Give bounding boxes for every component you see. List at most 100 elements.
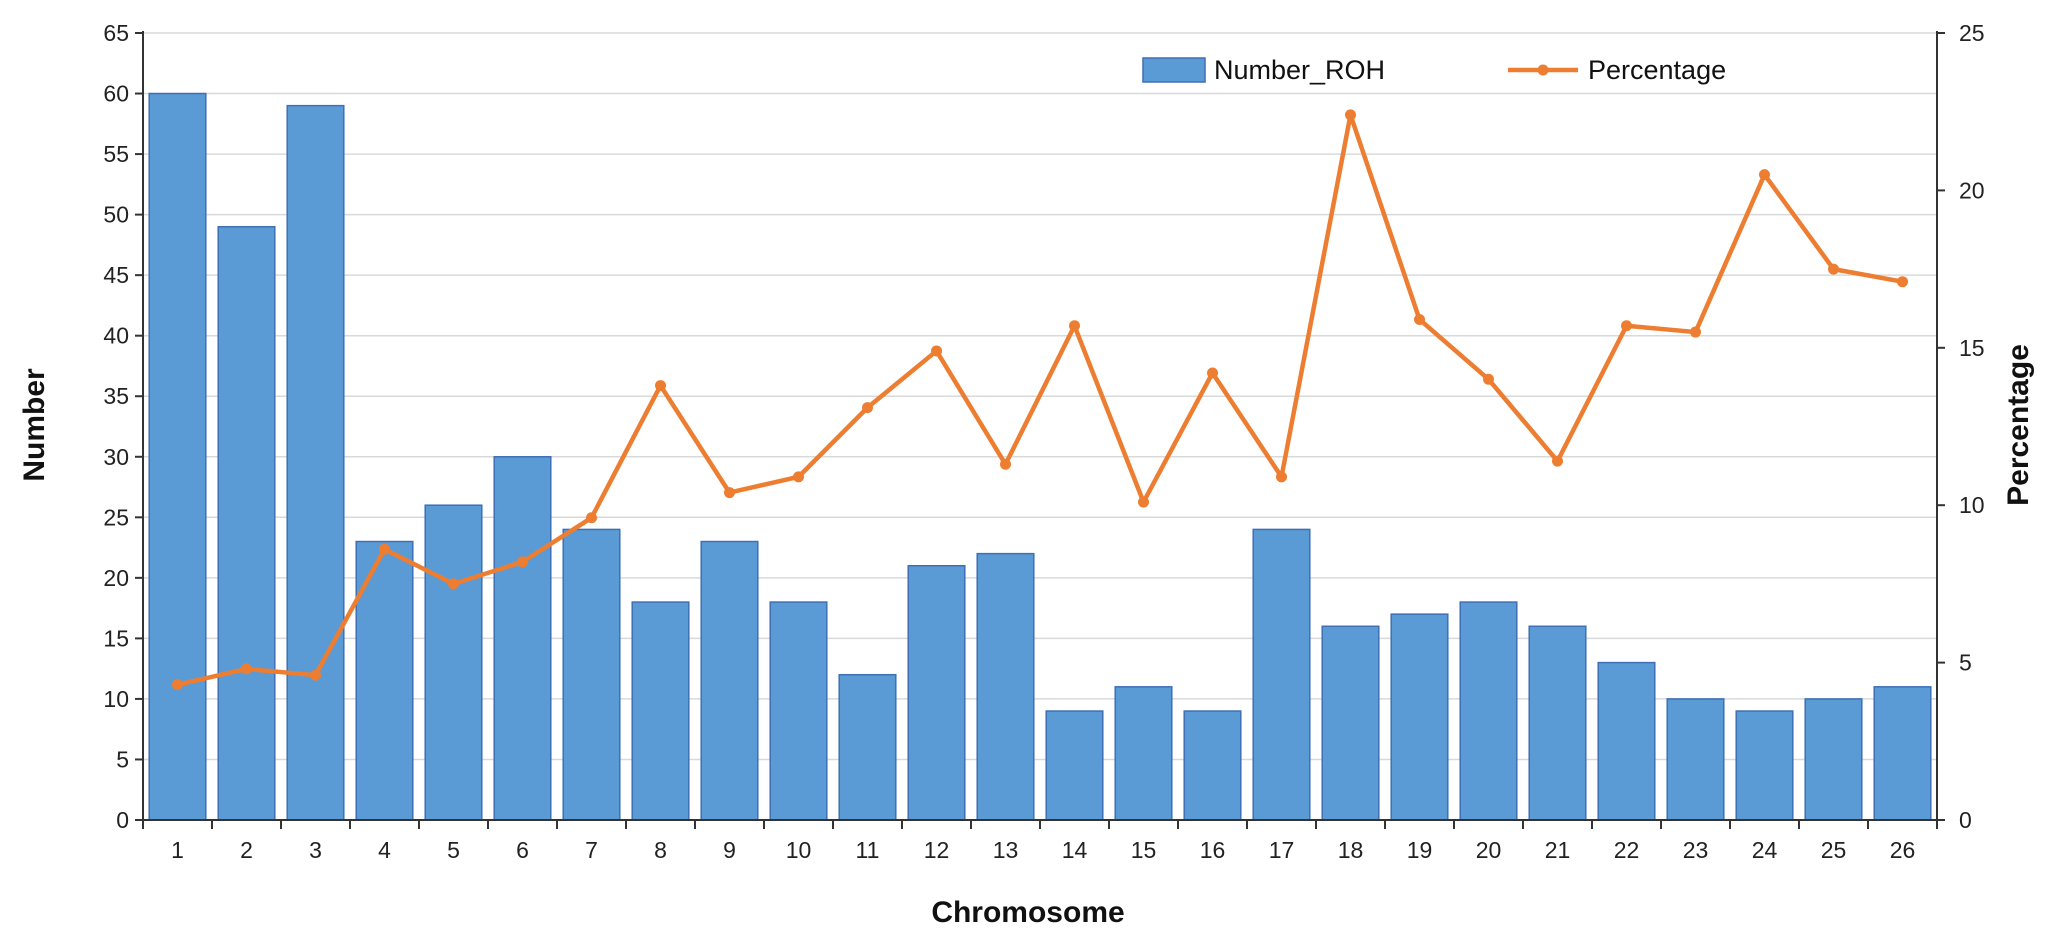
line-point	[1138, 496, 1149, 508]
x-tick-label: 24	[1752, 837, 1778, 863]
y2-tick-label: 5	[1959, 650, 1972, 676]
legend-swatch-marker	[1537, 64, 1549, 76]
line-point	[724, 487, 735, 499]
line-point	[586, 512, 597, 524]
bar	[1321, 625, 1380, 821]
y-tick-label: 40	[103, 323, 129, 349]
legend: Number_ROH Percentage	[1142, 55, 1726, 85]
y2-tick-label: 25	[1959, 20, 1985, 46]
x-tick-label: 19	[1407, 837, 1433, 863]
y-tick-label: 15	[103, 625, 129, 651]
y2-tick-label: 10	[1959, 492, 1985, 518]
y2-tick-label: 20	[1959, 177, 1985, 203]
x-tick-label: 3	[309, 837, 322, 863]
line-point	[655, 380, 666, 392]
y-tick-label: 35	[103, 383, 129, 409]
line-point	[172, 679, 183, 691]
line-point	[1276, 471, 1287, 483]
x-tick-label: 7	[585, 837, 598, 863]
bar	[1735, 710, 1794, 821]
x-tick-label: 22	[1614, 837, 1640, 863]
bar	[907, 564, 966, 821]
y-tick-label: 0	[116, 807, 129, 833]
line-point	[241, 663, 252, 675]
y-tick-label: 55	[103, 141, 129, 167]
bar	[493, 456, 552, 821]
y2-axis-title: Percentage	[2002, 344, 2035, 506]
x-tick-label: 18	[1338, 837, 1364, 863]
x-tick-label: 12	[924, 837, 950, 863]
y-tick-label: 25	[103, 504, 129, 530]
y-tick-label: 50	[103, 202, 129, 228]
x-tick-label: 6	[516, 837, 529, 863]
line-point	[1414, 313, 1425, 325]
line-point	[1069, 320, 1080, 332]
bar	[1183, 710, 1242, 821]
line-point	[1690, 326, 1701, 338]
bar	[562, 528, 621, 821]
x-tick-label: 11	[856, 837, 880, 863]
bar	[1597, 661, 1656, 821]
line-point	[1621, 320, 1632, 332]
bar	[1528, 625, 1587, 821]
x-tick-label: 25	[1821, 837, 1847, 863]
x-tick-label: 20	[1476, 837, 1502, 863]
x-tick-label: 10	[786, 837, 812, 863]
line-point	[1345, 109, 1356, 121]
bar	[1873, 686, 1932, 821]
x-tick-label: 23	[1683, 837, 1709, 863]
x-tick-label: 21	[1545, 837, 1571, 863]
line-point	[862, 402, 873, 414]
y-tick-label: 20	[103, 565, 129, 591]
legend-swatch-bar	[1142, 57, 1206, 83]
bar	[1390, 613, 1449, 821]
bar	[1045, 710, 1104, 821]
bar	[700, 540, 759, 821]
x-tick-label: 4	[378, 837, 391, 863]
x-axis-title: Chromosome	[931, 896, 1124, 929]
bar	[286, 104, 345, 821]
y-tick-label: 65	[103, 20, 129, 46]
percentage-line	[176, 112, 1903, 687]
y-tick-label: 45	[103, 262, 129, 288]
bar	[631, 601, 690, 821]
line-point	[310, 669, 321, 681]
legend-label-line: Percentage	[1588, 55, 1726, 85]
bar	[1114, 686, 1173, 821]
bar	[976, 552, 1035, 821]
bar	[1459, 601, 1518, 821]
line-point	[1483, 373, 1494, 385]
y-tick-label: 30	[103, 444, 129, 470]
bar-series	[148, 92, 1932, 821]
y2-tick-label: 15	[1959, 335, 1985, 361]
line-point	[1897, 276, 1908, 288]
line-point	[517, 556, 528, 568]
y2-tick-label: 0	[1959, 807, 1972, 833]
line-point	[448, 578, 459, 590]
line-point	[379, 543, 390, 555]
x-tick-label: 5	[447, 837, 460, 863]
x-tick-label: 15	[1131, 837, 1157, 863]
y-tick-label: 60	[103, 81, 129, 107]
bar	[1804, 698, 1863, 821]
x-tick-label: 2	[240, 837, 253, 863]
line-point	[1552, 455, 1563, 467]
x-tick-label: 16	[1200, 837, 1226, 863]
y-tick-label: 10	[103, 686, 129, 712]
x-tick-label: 9	[723, 837, 736, 863]
line-series	[172, 109, 1908, 691]
line-point	[1828, 263, 1839, 275]
x-tick-label: 1	[171, 837, 184, 863]
line-point	[1207, 367, 1218, 379]
bar	[769, 601, 828, 821]
y-axis-title: Number	[18, 368, 51, 482]
x-tick-label: 8	[654, 837, 667, 863]
y-tick-label: 5	[116, 746, 129, 772]
x-tick-label: 17	[1269, 837, 1295, 863]
line-point	[1759, 169, 1770, 181]
x-tick-label: 13	[993, 837, 1019, 863]
bar	[1252, 528, 1311, 821]
